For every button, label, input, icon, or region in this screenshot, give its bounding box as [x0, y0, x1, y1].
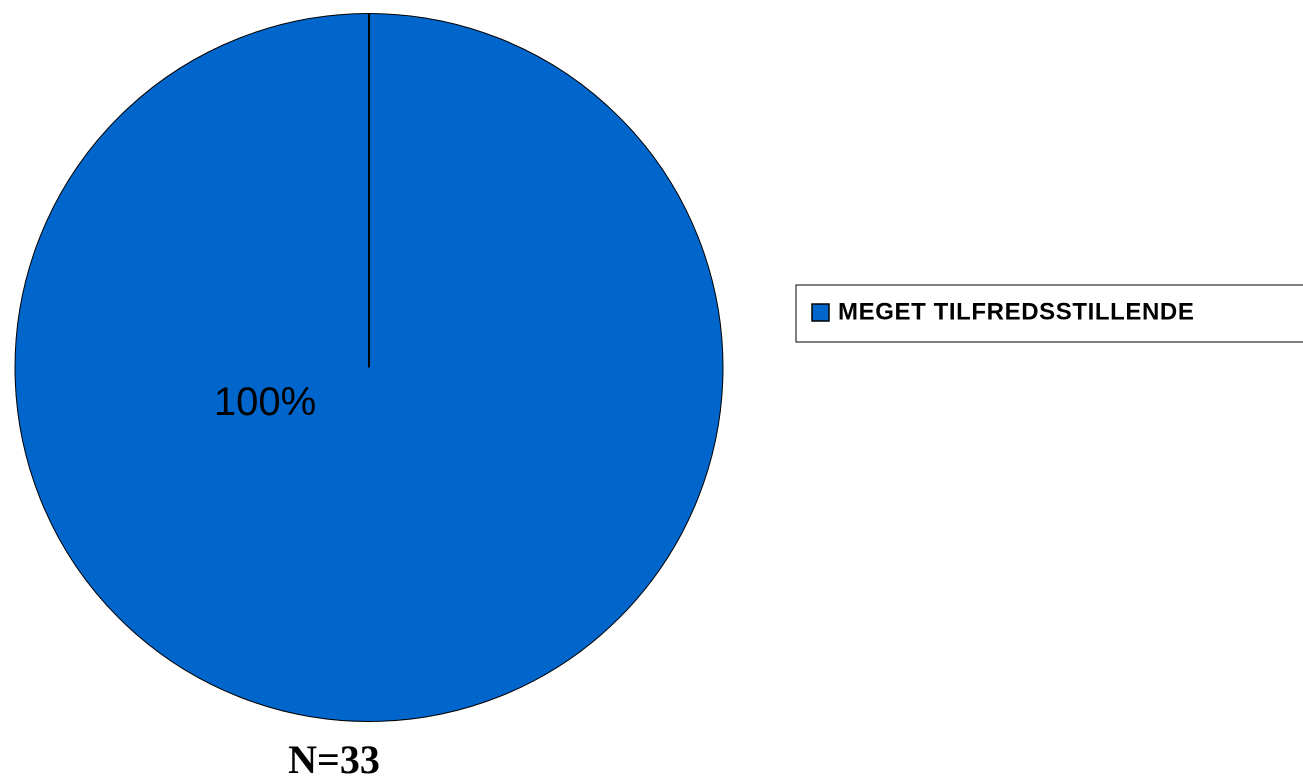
legend-box: [795, 284, 1303, 343]
slice-label: 100%: [214, 380, 316, 424]
sample-size: N=33: [288, 737, 380, 782]
legend-label: MEGET TILFREDSSTILLENDE: [838, 298, 1194, 325]
legend-swatch: [811, 303, 830, 322]
